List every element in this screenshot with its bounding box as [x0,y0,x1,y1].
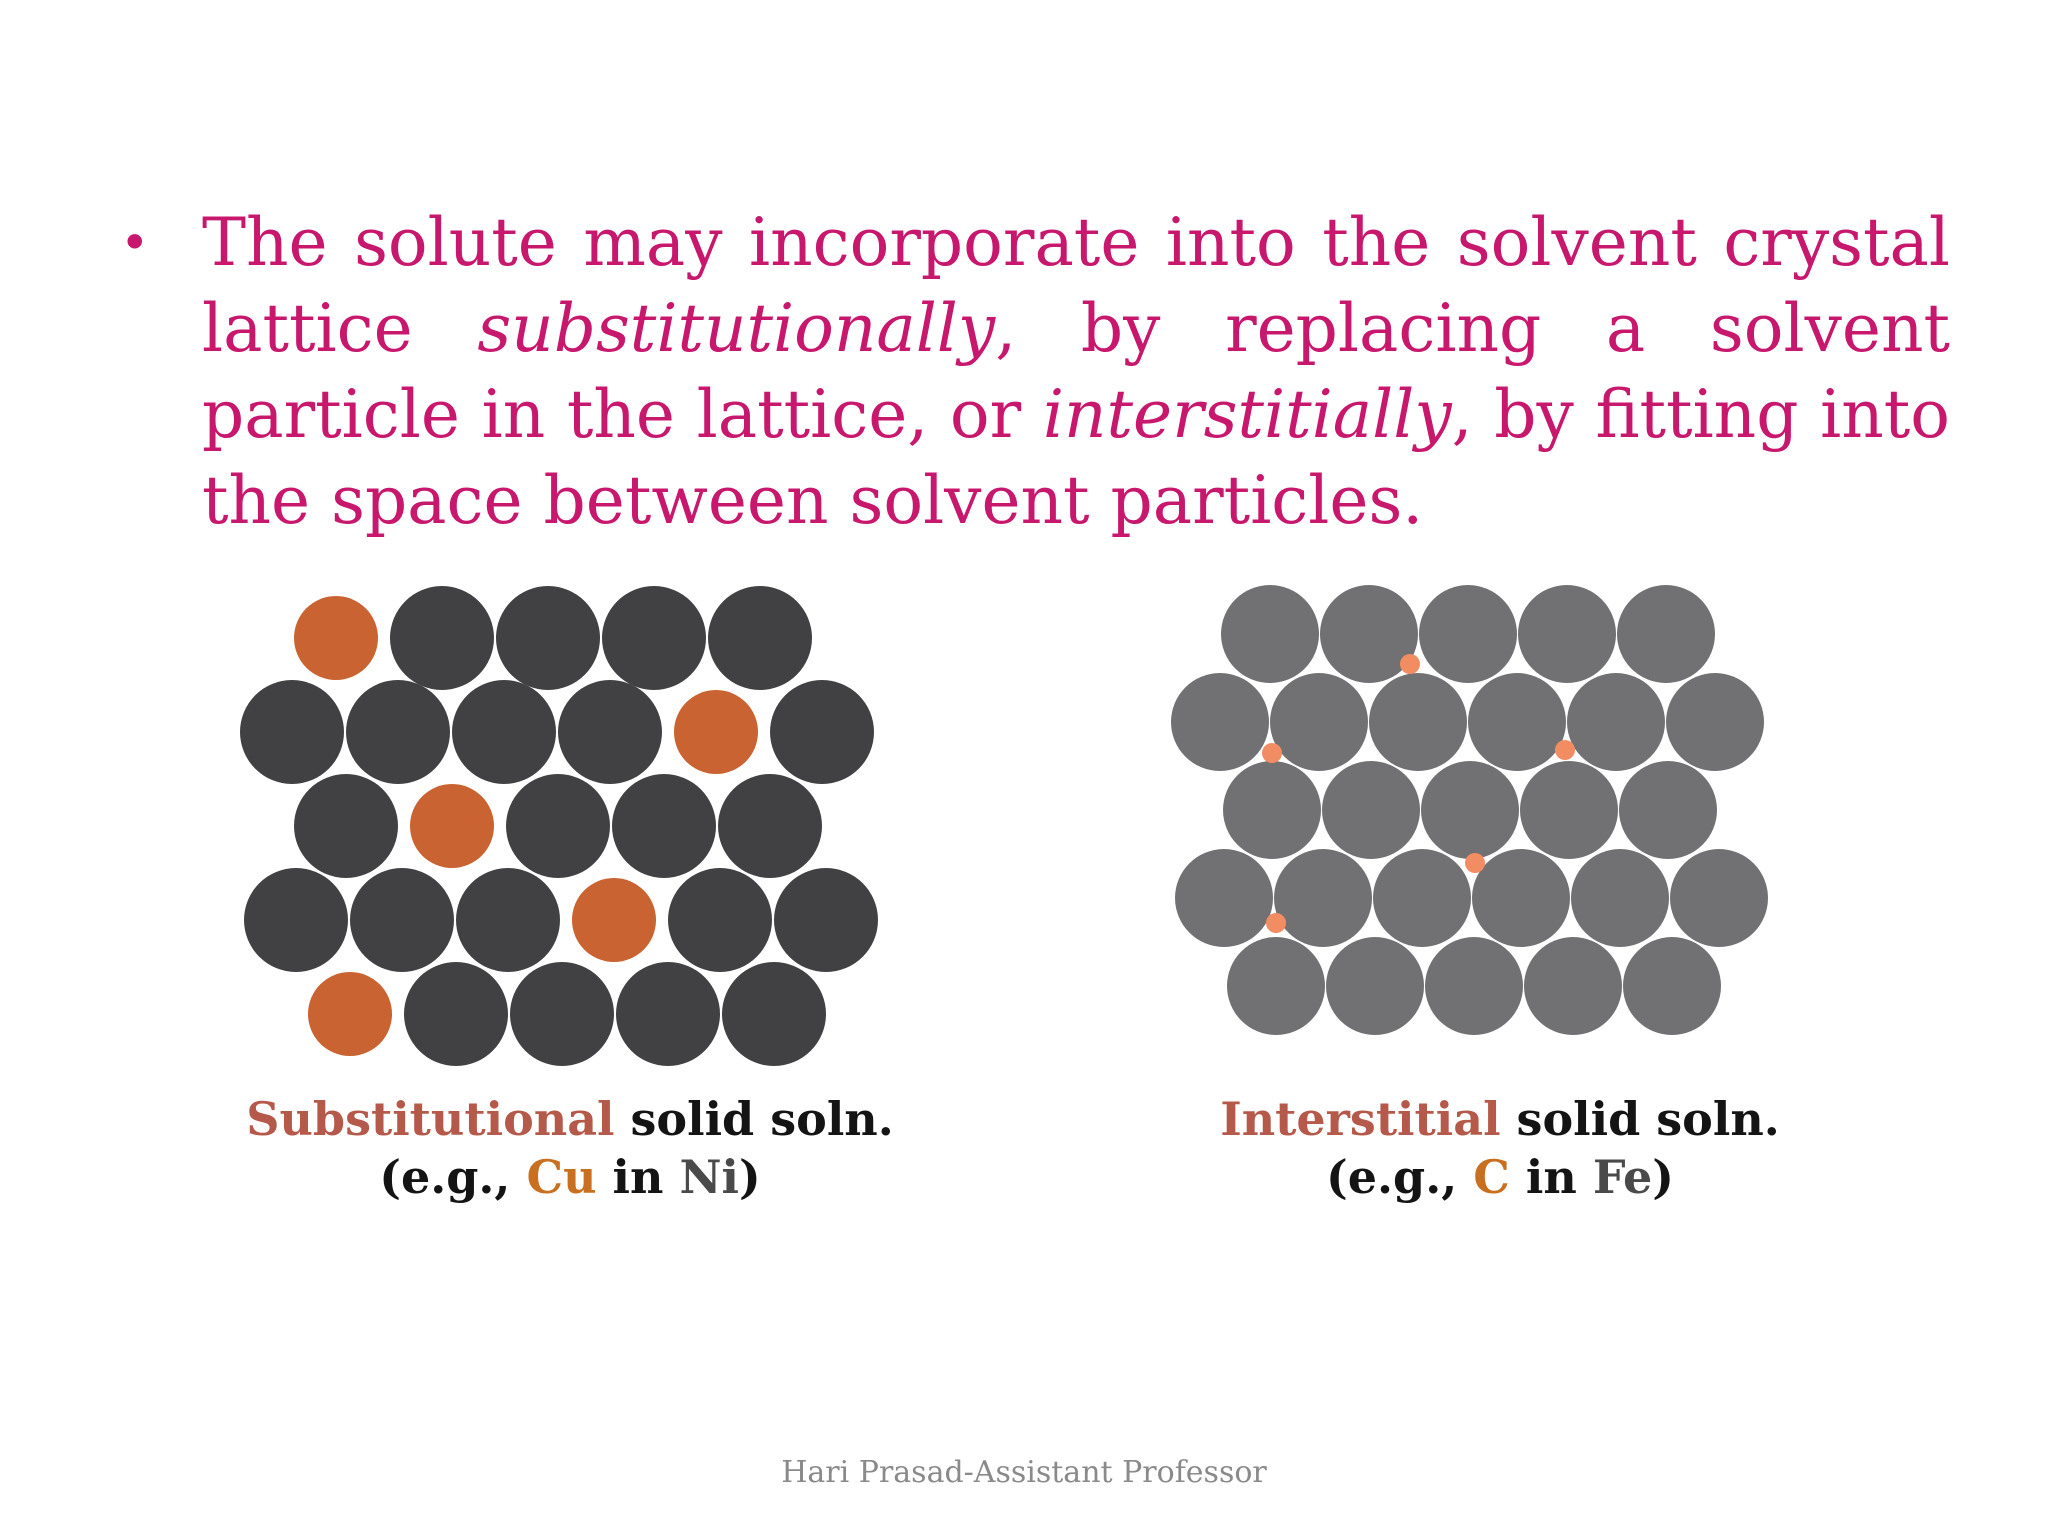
solvent-atom-fe [1520,761,1618,859]
solvent-atom-fe [1326,937,1424,1035]
interstitial-atom-c [1262,743,1282,763]
solvent-atom-fe [1524,937,1622,1035]
substitutional-in-word: in [596,1150,680,1204]
solvent-atom-ni [346,680,450,784]
solvent-atom-fe [1227,937,1325,1035]
solvent-atom-ni [770,680,874,784]
solvent-atom-ni [510,962,614,1066]
substitutional-eg-open: (e.g., [379,1150,527,1204]
substitutional-eg-close: ) [739,1150,761,1204]
solvent-atom-fe [1619,761,1717,859]
solvent-atom-fe [1571,849,1669,947]
interstitial-atom-c [1266,913,1286,933]
solvent-atom-ni [718,774,822,878]
bullet-symbol: • [120,214,150,272]
solvent-atom-ni [668,868,772,972]
solvent-atom-fe [1223,761,1321,859]
solvent-atom-fe [1617,585,1715,683]
solvent-atom-fe [1419,585,1517,683]
solvent-atom-ni [452,680,556,784]
bullet-text: The solute may incorporate into the solv… [202,200,1950,544]
substitutional-caption-line2: (e.g., Cu in Ni) [200,1148,940,1206]
solvent-atom-ni [506,774,610,878]
substitutional-type-label: Substitutional [246,1092,615,1146]
interstitial-caption-line2: (e.g., C in Fe) [1130,1148,1870,1206]
solvent-atom-ni [496,586,600,690]
solvent-atom-fe [1421,761,1519,859]
solute-atom-cu [410,784,494,868]
interstitial-eg-close: ) [1652,1150,1675,1204]
solvent-atom-fe [1320,585,1418,683]
interstitial-atom-c [1400,654,1420,674]
solvent-atom-fe [1221,585,1319,683]
solvent-atom-fe [1623,937,1721,1035]
solvent-atom-fe [1373,849,1471,947]
solvent-atom-fe [1468,673,1566,771]
interstitial-caption: Interstitial solid soln. (e.g., C in Fe) [1130,1090,1870,1206]
bullet-text-part3: , by fitting into the space between solv… [202,376,1950,539]
solvent-atom-ni [456,868,560,972]
bullet-italic-interstitially: interstitially [1042,376,1452,453]
solute-atom-cu [308,972,392,1056]
solvent-atom-fe [1518,585,1616,683]
solvent-atom-ni [602,586,706,690]
solvent-atom-fe [1369,673,1467,771]
interstitial-solute-label: C [1473,1150,1510,1204]
solute-atom-cu [294,596,378,680]
interstitial-in-word: in [1509,1150,1593,1204]
interstitial-eg-open: (e.g., [1325,1150,1474,1204]
interstitial-caption-line1: Interstitial solid soln. [1130,1090,1870,1148]
solvent-atom-ni [404,962,508,1066]
solvent-atom-ni [350,868,454,972]
substitutional-rest-label: solid soln. [614,1092,894,1146]
substitutional-lattice-diagram [240,586,878,1066]
interstitial-atom-c [1465,853,1485,873]
substitutional-solvent-label: Ni [679,1150,740,1204]
interstitial-lattice-diagram [1171,585,1768,1035]
bullet-text-part1: The solute may incorporate into the solv… [202,204,1950,367]
solute-atom-cu [572,878,656,962]
interstitial-atom-c [1555,740,1575,760]
bullet-italic-substitutionally: substitutionally [477,290,996,367]
solvent-atom-fe [1175,849,1273,947]
solvent-atom-ni [294,774,398,878]
solvent-atom-ni [722,962,826,1066]
solvent-atom-ni [390,586,494,690]
interstitial-type-label: Interstitial [1220,1092,1501,1146]
solvent-atom-fe [1322,761,1420,859]
solvent-atom-ni [708,586,812,690]
solvent-atom-ni [616,962,720,1066]
solvent-atom-ni [244,868,348,972]
substitutional-solute-label: Cu [526,1150,597,1204]
solvent-atom-fe [1472,849,1570,947]
solute-atom-cu [674,690,758,774]
solvent-atom-fe [1567,673,1665,771]
solvent-atom-fe [1270,673,1368,771]
substitutional-caption: Substitutional solid soln. (e.g., Cu in … [200,1090,940,1206]
substitutional-caption-line1: Substitutional solid soln. [200,1090,940,1148]
solvent-atom-fe [1666,673,1764,771]
solvent-atom-ni [774,868,878,972]
solvent-atom-fe [1274,849,1372,947]
solvent-atom-ni [558,680,662,784]
footer-author: Hari Prasad-Assistant Professor [781,1455,1267,1490]
solvent-atom-fe [1171,673,1269,771]
solvent-atom-fe [1425,937,1523,1035]
solvent-atom-ni [612,774,716,878]
bullet-point: • The solute may incorporate into the so… [120,200,1950,544]
solvent-atom-ni [240,680,344,784]
bullet-text-part2: , by replacing a solvent particle in the… [202,290,1950,453]
solvent-atom-fe [1670,849,1768,947]
interstitial-solvent-label: Fe [1592,1150,1653,1204]
interstitial-rest-label: solid soln. [1500,1092,1780,1146]
